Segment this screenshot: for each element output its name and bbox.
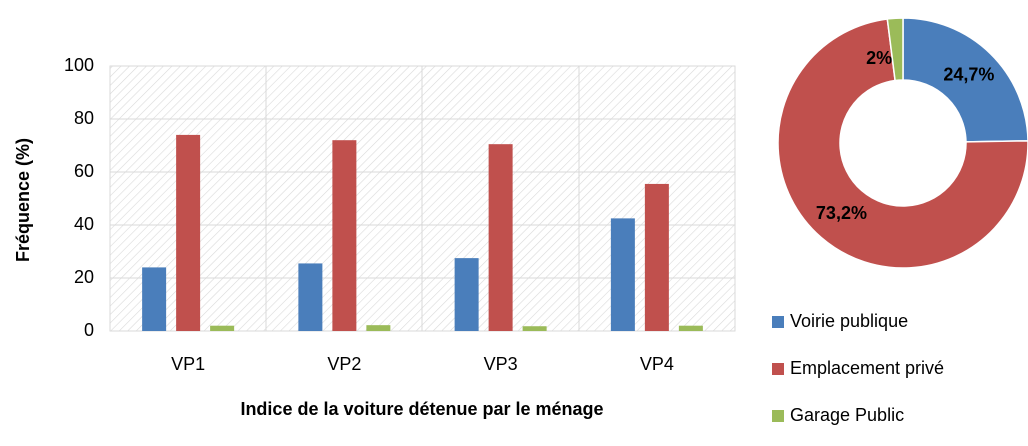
bar bbox=[366, 325, 391, 331]
legend-label: Voirie publique bbox=[790, 311, 908, 331]
x-tick-label: VP3 bbox=[484, 354, 518, 374]
donut-slice bbox=[902, 17, 1028, 143]
legend-swatch bbox=[772, 316, 784, 328]
bar bbox=[488, 144, 513, 331]
legend-swatch bbox=[772, 363, 784, 375]
y-tick-label: 100 bbox=[64, 55, 94, 75]
donut-slice bbox=[886, 17, 904, 82]
bar bbox=[678, 325, 703, 331]
legend-swatch bbox=[772, 410, 784, 422]
bar bbox=[644, 183, 669, 331]
y-tick-label: 60 bbox=[74, 161, 94, 181]
y-tick-label: 0 bbox=[84, 320, 94, 340]
bar bbox=[298, 263, 323, 331]
y-tick-label: 40 bbox=[74, 214, 94, 234]
data-label: 73,2% bbox=[816, 203, 867, 223]
bar bbox=[610, 218, 635, 331]
x-tick-label: VP1 bbox=[171, 354, 205, 374]
bar bbox=[522, 326, 547, 331]
bar bbox=[210, 325, 235, 331]
y-axis-label: Fréquence (%) bbox=[13, 138, 33, 262]
legend-label: Garage Public bbox=[790, 405, 904, 425]
bar bbox=[176, 134, 201, 331]
x-axis-label: Indice de la voiture détenue par le ména… bbox=[240, 399, 603, 419]
bar bbox=[332, 140, 357, 331]
bar bbox=[142, 267, 167, 331]
data-label: 24,7% bbox=[943, 65, 994, 85]
donut-slice bbox=[777, 18, 1028, 269]
x-tick-label: VP4 bbox=[640, 354, 674, 374]
y-tick-label: 20 bbox=[74, 267, 94, 287]
legend-label: Emplacement privé bbox=[790, 358, 944, 378]
y-tick-label: 80 bbox=[74, 108, 94, 128]
data-label: 2% bbox=[866, 48, 892, 68]
x-tick-label: VP2 bbox=[327, 354, 361, 374]
bar bbox=[454, 258, 479, 331]
